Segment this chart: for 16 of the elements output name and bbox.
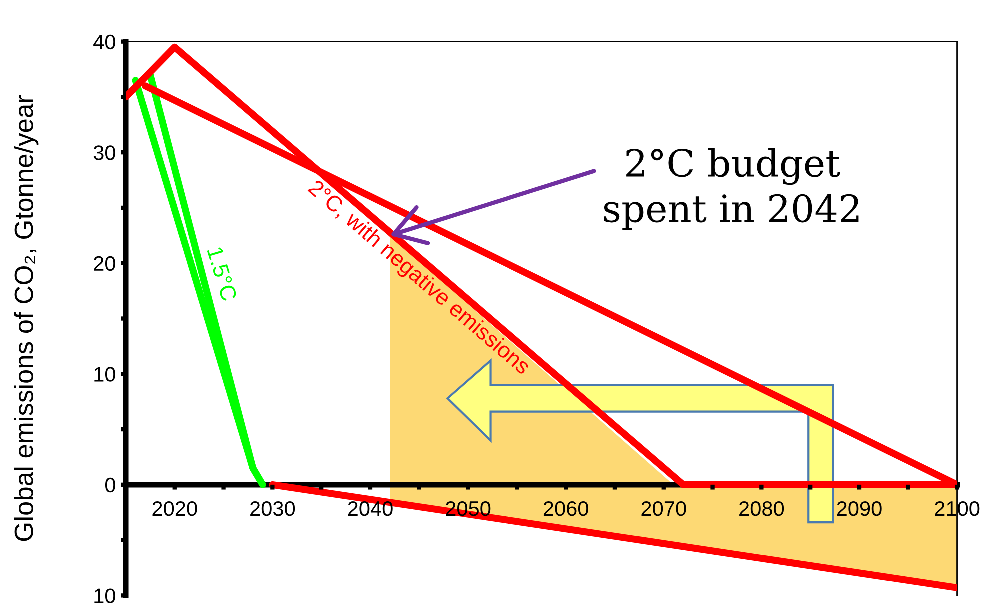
y-tick-label: 0 (105, 478, 116, 493)
annotation: 2°C budget spent in 2042 (604, 148, 859, 230)
y-axis-title: Global emissions of CO₂, Gtonne/year (14, 96, 39, 542)
x-tick-label: 2080 (740, 501, 784, 516)
y-tick-label: 10 (94, 367, 116, 382)
x-tick-label: 2020 (152, 501, 198, 516)
text: 1.5°C (207, 246, 238, 302)
y-tick-label: 30 (94, 146, 116, 160)
x-tick-label: 2090 (837, 501, 882, 516)
y-tick-label: 20 (94, 256, 116, 272)
x-tick-label: 2060 (544, 501, 588, 516)
x-tick-label: 2070 (642, 501, 686, 516)
x-tick-label: 2040 (348, 501, 393, 516)
x-tick-label: 2030 (250, 501, 296, 516)
y-tick-label: 40 (94, 34, 116, 50)
y-tick-label: 10 (94, 588, 116, 604)
